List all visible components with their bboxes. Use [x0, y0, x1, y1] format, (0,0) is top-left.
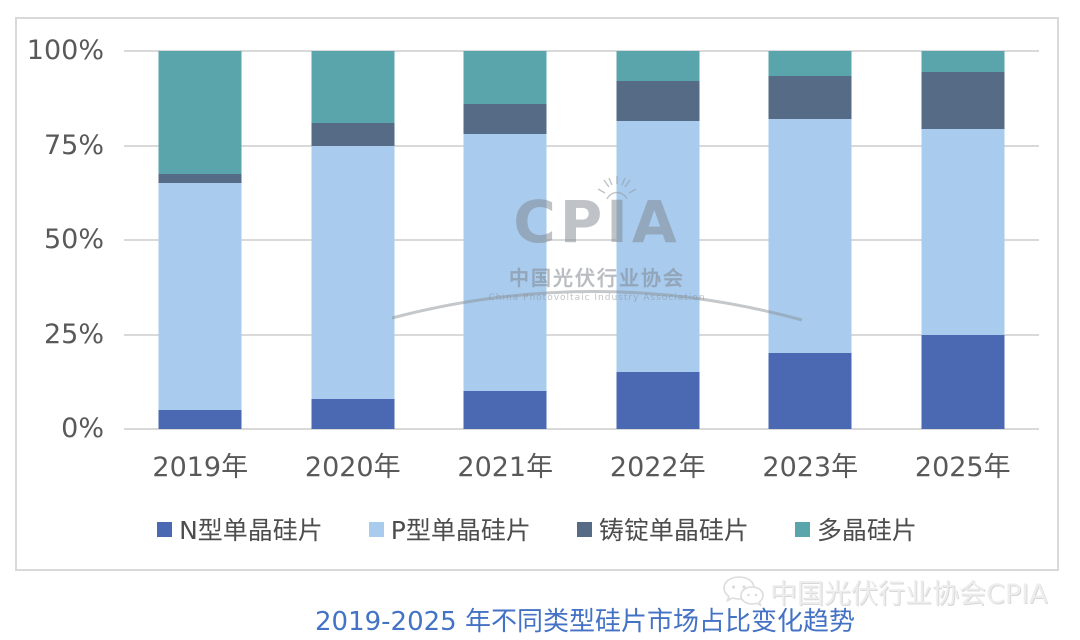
plot-area: 0% 25% 50% 75% 100% 2019年 2020年 2021年 2022年 2023年…	[27, 37, 1040, 483]
gridline-25	[124, 333, 1039, 336]
x-axis-label-2020年: 2020年	[304, 452, 401, 483]
bar-segment-铸锭单晶硅片	[768, 75, 852, 120]
bar-segment-铸锭单晶硅片	[311, 122, 395, 146]
x-axis-label-2021年: 2021年	[457, 452, 554, 483]
bar-segment-N型单晶硅片	[768, 353, 852, 429]
bar-segment-多晶硅片	[921, 51, 1005, 72]
x-axis-label-2023年: 2023年	[762, 452, 859, 483]
stacked-bar-2022年	[616, 51, 700, 429]
bars-row: 2019年 2020年 2021年 2022年 2023年 2025年	[124, 51, 1040, 483]
bar-slot-2022年: 2022年	[582, 51, 735, 483]
bar-segment-N型单晶硅片	[616, 372, 700, 429]
bar-slot-2019年: 2019年	[124, 51, 277, 483]
x-axis-label-2022年: 2022年	[609, 452, 706, 483]
stacked-bar-2021年	[463, 51, 547, 429]
legend-swatch-铸锭单晶硅片	[576, 521, 592, 537]
bar-segment-多晶硅片	[463, 51, 547, 104]
bar-segment-铸锭单晶硅片	[463, 103, 547, 135]
bar-segment-多晶硅片	[768, 51, 852, 76]
legend: N型单晶硅片 P型单晶硅片 铸锭单晶硅片 多晶硅片	[17, 511, 1057, 547]
bar-segment-铸锭单晶硅片	[158, 173, 242, 184]
y-tick-label-50: 50%	[43, 224, 104, 255]
chart-frame: 0% 25% 50% 75% 100% 2019年 2020年 2021年 2022年 2023年…	[15, 17, 1059, 571]
y-tick-label-100: 100%	[26, 35, 104, 66]
chart-caption: 2019-2025 年不同类型硅片市场占比变化趋势	[315, 607, 855, 637]
legend-swatch-P型单晶硅片	[368, 521, 384, 537]
legend-label-N型单晶硅片: N型单晶硅片	[179, 516, 323, 545]
legend-item-铸锭单晶硅片: 铸锭单晶硅片	[576, 511, 749, 547]
gridline-75	[124, 144, 1039, 147]
stacked-bar-2019年	[158, 51, 242, 429]
legend-label-多晶硅片: 多晶硅片	[816, 516, 917, 545]
bar-segment-P型单晶硅片	[616, 120, 700, 373]
stacked-bar-2020年	[311, 51, 395, 429]
wechat-share-watermark: 中国光伏行业协会CPIA	[722, 572, 1048, 611]
bar-slot-2021年: 2021年	[429, 51, 582, 483]
bar-slot-2025年: 2025年	[887, 51, 1040, 483]
y-tick-label-0: 0%	[61, 413, 104, 444]
y-tick-label-75: 75%	[43, 129, 104, 161]
legend-label-P型单晶硅片: P型单晶硅片	[390, 516, 531, 545]
bar-segment-P型单晶硅片	[311, 145, 395, 399]
x-axis-label-2019年: 2019年	[152, 452, 249, 483]
bar-segment-N型单晶硅片	[921, 334, 1005, 429]
bar-segment-P型单晶硅片	[158, 183, 242, 411]
bar-segment-多晶硅片	[311, 51, 395, 123]
bar-segment-P型单晶硅片	[463, 134, 547, 392]
bar-slot-2023年: 2023年	[734, 51, 887, 483]
bar-segment-P型单晶硅片	[768, 119, 852, 354]
bar-segment-多晶硅片	[616, 51, 700, 82]
gridline-100	[124, 50, 1039, 52]
gridline-50	[124, 239, 1039, 241]
stacked-bar-2025年	[921, 51, 1005, 429]
y-tick-label-25: 25%	[43, 318, 104, 350]
legend-item-多晶硅片: 多晶硅片	[794, 511, 917, 547]
bar-segment-N型单晶硅片	[158, 410, 242, 429]
legend-label-铸锭单晶硅片: 铸锭单晶硅片	[598, 516, 749, 545]
x-axis-label-2025年: 2025年	[914, 452, 1011, 483]
bar-segment-多晶硅片	[158, 51, 242, 174]
wechat-icon	[723, 575, 764, 607]
bar-slot-2020年: 2020年	[277, 51, 430, 483]
bar-segment-N型单晶硅片	[463, 391, 547, 429]
bar-segment-铸锭单晶硅片	[921, 71, 1005, 129]
legend-swatch-多晶硅片	[794, 521, 810, 537]
bar-segment-N型单晶硅片	[311, 398, 395, 429]
legend-item-N型单晶硅片: N型单晶硅片	[157, 511, 323, 547]
bar-segment-铸锭单晶硅片	[616, 81, 700, 121]
bar-segment-P型单晶硅片	[921, 128, 1005, 335]
wechat-account-text: 中国光伏行业协会CPIA	[770, 579, 1048, 610]
stacked-bar-2023年	[768, 51, 852, 429]
legend-swatch-N型单晶硅片	[157, 521, 173, 537]
gridline-0	[124, 428, 1039, 430]
legend-item-P型单晶硅片: P型单晶硅片	[368, 511, 531, 547]
